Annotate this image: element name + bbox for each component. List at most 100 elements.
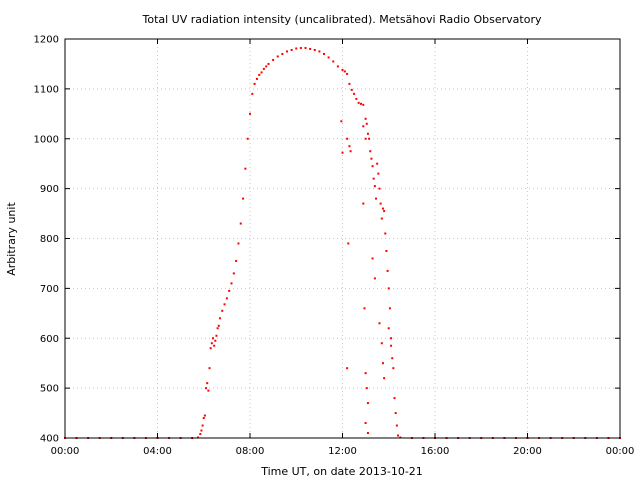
data-point	[372, 177, 375, 180]
data-point	[376, 162, 379, 165]
data-point	[215, 334, 218, 337]
data-point	[286, 50, 288, 53]
x-tick-label: 04:00	[143, 446, 172, 457]
data-point	[323, 52, 325, 55]
data-point	[253, 82, 256, 85]
data-point	[200, 429, 203, 432]
data-point	[242, 197, 245, 200]
data-point	[383, 210, 386, 213]
data-point	[364, 117, 367, 120]
data-point	[347, 242, 350, 245]
data-point	[251, 92, 254, 95]
x-axis-label: Time UT, on date 2013-10-21	[260, 465, 423, 478]
data-point	[206, 382, 209, 385]
data-point	[371, 257, 374, 260]
data-point	[255, 77, 258, 80]
data-point	[386, 269, 389, 272]
data-point	[262, 67, 265, 70]
data-point	[390, 344, 393, 347]
data-point	[244, 167, 247, 170]
y-tick-labels: 400 500 600 700 800 900 1000 1100 1200	[34, 35, 59, 445]
data-point	[216, 327, 219, 330]
data-point	[340, 120, 343, 123]
x-tick-label: 00:00	[606, 446, 635, 457]
data-point	[332, 60, 335, 63]
data-point	[246, 137, 249, 140]
data-point	[210, 342, 213, 345]
data-point	[272, 58, 275, 61]
data-point	[380, 342, 383, 345]
data-point	[353, 92, 356, 95]
data-point	[218, 317, 221, 320]
data-point	[232, 272, 235, 275]
data-point	[378, 322, 381, 325]
y-tick-label: 500	[40, 384, 59, 395]
data-point	[346, 137, 349, 140]
data-point	[393, 397, 396, 400]
data-point	[237, 242, 240, 245]
y-tick-label: 1200	[34, 35, 59, 46]
data-point	[370, 157, 373, 160]
y-tick-label: 400	[40, 434, 59, 445]
data-point	[392, 367, 395, 370]
grid-lines	[65, 39, 620, 438]
plot-frame	[64, 38, 621, 439]
data-point	[366, 432, 369, 435]
data-point	[267, 62, 270, 65]
x-tick-labels: 00:00 04:00 08:00 12:00 16:00 20:00 00:00	[51, 446, 635, 457]
data-point	[369, 150, 372, 153]
data-point	[368, 137, 371, 140]
data-point	[388, 307, 391, 310]
data-point	[362, 103, 365, 106]
data-point	[362, 202, 365, 205]
data-point	[373, 277, 376, 280]
data-point	[223, 303, 226, 306]
data-point	[313, 48, 316, 51]
y-tick-label: 900	[40, 184, 59, 195]
data-point	[355, 97, 358, 100]
data-point	[360, 102, 362, 105]
y-axis-label: Arbitrary unit	[5, 202, 18, 276]
data-point	[199, 433, 202, 436]
y-tick-label: 1000	[34, 134, 59, 145]
data-point	[221, 309, 224, 312]
data-point	[385, 249, 388, 252]
chart-title: Total UV radiation intensity (uncalibrat…	[142, 13, 542, 26]
data-point	[205, 387, 208, 390]
data-point	[384, 232, 387, 235]
data-point	[380, 217, 383, 220]
data-point	[249, 112, 251, 115]
data-point	[265, 65, 268, 68]
data-point	[364, 422, 367, 425]
data-point	[230, 282, 233, 285]
data-point	[309, 47, 312, 50]
x-tick-label: 16:00	[421, 446, 450, 457]
data-point	[349, 150, 352, 153]
data-point	[201, 424, 204, 427]
data-point	[348, 145, 351, 148]
data-point	[383, 377, 386, 380]
data-point	[341, 68, 344, 71]
data-point	[387, 327, 390, 330]
data-point	[228, 289, 231, 292]
data-point	[394, 412, 397, 415]
data-point	[336, 65, 339, 68]
data-point	[397, 434, 399, 437]
y-tick-label: 1100	[34, 84, 59, 95]
data-point	[208, 367, 211, 370]
data-point	[357, 101, 360, 104]
data-point	[299, 46, 302, 49]
data-point	[381, 362, 384, 365]
data-point	[304, 46, 307, 49]
data-point	[379, 202, 382, 205]
data-point	[390, 337, 393, 340]
data-point	[346, 72, 349, 75]
data-point	[202, 417, 205, 420]
data-point	[371, 165, 374, 168]
x-tick-label: 12:00	[328, 446, 357, 457]
data-point	[387, 287, 390, 290]
data-point	[365, 387, 368, 390]
data-point	[281, 52, 284, 55]
data-point	[364, 372, 367, 375]
